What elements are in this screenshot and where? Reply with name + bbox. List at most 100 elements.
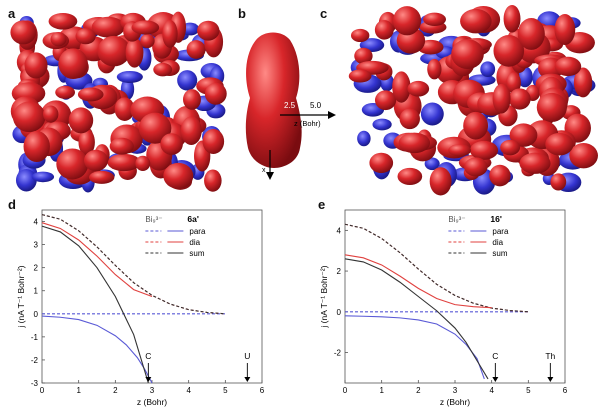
b-tick-2-5: 2.5: [284, 101, 296, 110]
x-tick-label: 5: [223, 386, 228, 395]
positive-lobe: [427, 58, 442, 80]
positive-lobe: [506, 72, 521, 94]
positive-lobe: [536, 92, 567, 122]
legend-label-para: para: [492, 227, 509, 236]
positive-lobe: [508, 88, 531, 110]
positive-lobe: [463, 111, 489, 140]
annotation-arrowhead-C: [145, 377, 152, 382]
y-tick-label: -2: [31, 356, 39, 365]
panel-letter-e: e: [318, 197, 326, 212]
positive-lobe: [554, 14, 576, 46]
positive-lobe: [180, 116, 202, 145]
positive-lobe: [554, 56, 582, 77]
positive-lobe: [183, 89, 201, 110]
positive-lobe: [550, 173, 567, 191]
x-tick-label: 4: [489, 386, 494, 395]
negative-lobe: [420, 102, 444, 126]
series-line-dia-solid: [41, 222, 153, 298]
annotation-U: U: [244, 351, 250, 361]
positive-lobe: [204, 169, 222, 192]
positive-lobe: [114, 97, 135, 121]
x-tick-label: 6: [563, 386, 568, 395]
positive-lobe: [354, 47, 373, 65]
annotation-C: C: [492, 351, 498, 361]
positive-lobe: [55, 85, 76, 99]
y-tick-label: -3: [31, 379, 39, 388]
z-axis-arrowhead: [328, 111, 336, 119]
positive-lobe: [153, 62, 173, 77]
x-tick-label: 2: [113, 386, 118, 395]
y-tick-label: 3: [34, 241, 39, 250]
positive-lobe: [451, 39, 484, 69]
legend-group-2: 6a': [187, 214, 198, 224]
negative-lobe: [31, 171, 55, 183]
positive-lobe: [448, 144, 472, 157]
legend-group-1: Bi₉³⁻: [448, 215, 465, 224]
positive-lobe: [202, 128, 225, 154]
positive-lobe: [489, 164, 511, 187]
x-tick-label: 4: [186, 386, 191, 395]
positive-lobe: [10, 20, 37, 45]
positive-lobe: [78, 128, 95, 156]
b-tick-5-0: 5.0: [310, 101, 322, 110]
positive-lobe: [397, 167, 423, 185]
positive-lobe: [163, 162, 194, 189]
x-tick-label: 3: [453, 386, 458, 395]
positive-lobe: [464, 157, 488, 177]
positive-lobe: [429, 167, 452, 196]
positive-lobe: [160, 133, 183, 155]
positive-lobe: [43, 105, 59, 123]
annotation-arrowhead-C: [492, 377, 499, 382]
legend-label-sum: sum: [492, 249, 507, 258]
panel-letter-c: c: [320, 6, 328, 21]
x-axis-label: z (Bohr): [440, 397, 470, 407]
positive-lobe: [519, 152, 551, 174]
annotation-C: C: [145, 351, 151, 361]
legend-label-dia: dia: [492, 238, 503, 247]
positive-lobe: [12, 101, 46, 133]
positive-lobe: [56, 148, 89, 180]
positive-lobe: [398, 132, 431, 154]
positive-lobe: [469, 140, 499, 160]
positive-lobe: [77, 87, 104, 102]
positive-lobe: [517, 18, 545, 50]
x-axis-arrowhead: [266, 172, 274, 180]
legend-label-dia: dia: [189, 238, 200, 247]
negative-lobe: [480, 61, 496, 78]
x-tick-label: 3: [150, 386, 155, 395]
y-tick-label: 2: [337, 267, 342, 276]
annotation-Th: Th: [545, 351, 555, 361]
x-tick-label: 1: [76, 386, 81, 395]
x-tick-label: 5: [526, 386, 531, 395]
series-line-sum-dashed: [344, 223, 529, 313]
positive-lobe: [460, 8, 492, 34]
panel-a-isosurface: [10, 11, 227, 193]
positive-lobe: [350, 28, 370, 43]
positive-lobe: [23, 130, 50, 163]
negative-lobe: [357, 130, 371, 147]
positive-lobe: [107, 153, 141, 172]
y-tick-label: 0: [337, 308, 342, 317]
positive-lobe: [140, 33, 155, 49]
positive-lobe: [24, 52, 48, 79]
y-axis-label: j (nA T⁻¹ Bohr⁻²): [16, 265, 26, 328]
series-line-sum-solid: [41, 225, 149, 384]
positive-lobe: [492, 83, 511, 114]
panel-letter-b: b: [238, 6, 246, 21]
negative-lobe: [177, 70, 198, 91]
positive-lobe: [75, 28, 96, 45]
y-tick-label: 4: [337, 226, 342, 235]
positive-lobe: [545, 132, 574, 156]
x-tick-label: 6: [260, 386, 265, 395]
positive-lobe: [493, 35, 525, 67]
positive-lobe: [48, 12, 78, 30]
b-x-axis-label: x: [262, 167, 266, 174]
positive-lobe: [97, 35, 131, 67]
capsule-shape: [245, 32, 302, 168]
positive-lobe: [204, 82, 227, 105]
negative-lobe: [372, 118, 392, 131]
positive-lobe: [83, 149, 109, 172]
positive-lobe: [423, 12, 446, 27]
positive-lobe: [392, 6, 422, 36]
